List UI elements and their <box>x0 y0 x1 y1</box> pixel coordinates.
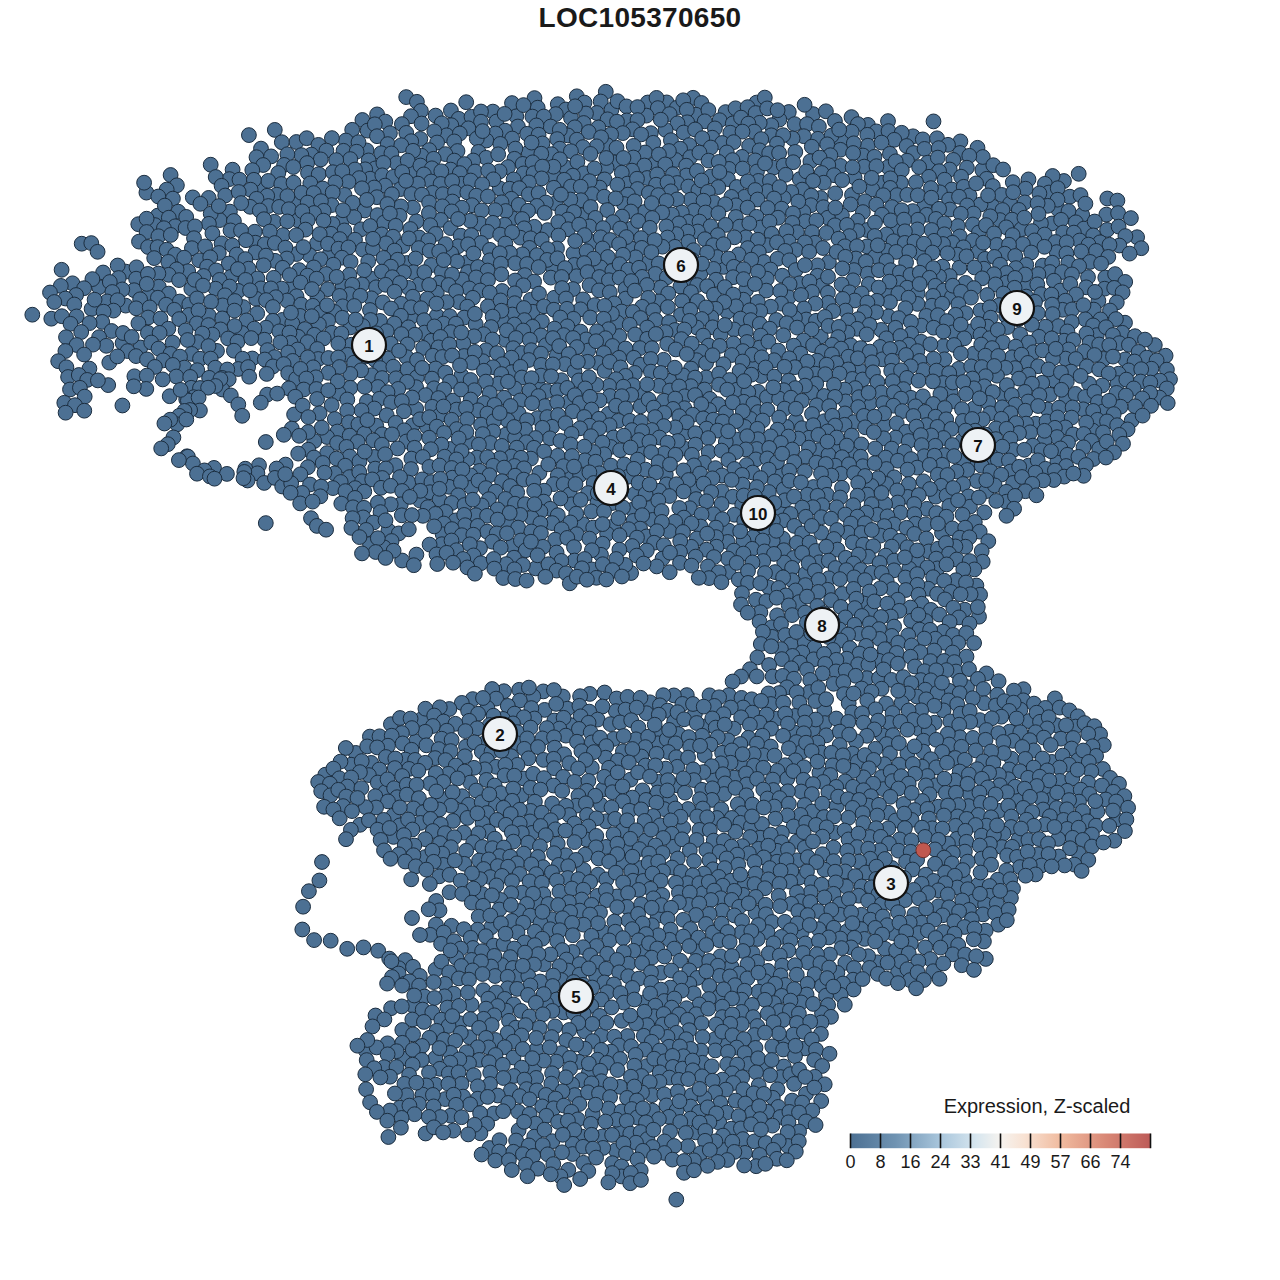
svg-text:7: 7 <box>973 437 982 456</box>
svg-text:2: 2 <box>495 726 504 745</box>
svg-text:1: 1 <box>364 337 373 356</box>
svg-text:9: 9 <box>1012 300 1021 319</box>
svg-text:4: 4 <box>606 480 616 499</box>
svg-text:3: 3 <box>886 875 895 894</box>
svg-text:5: 5 <box>571 988 580 1007</box>
svg-text:6: 6 <box>676 257 685 276</box>
svg-text:8: 8 <box>817 617 826 636</box>
svg-text:10: 10 <box>749 505 768 524</box>
